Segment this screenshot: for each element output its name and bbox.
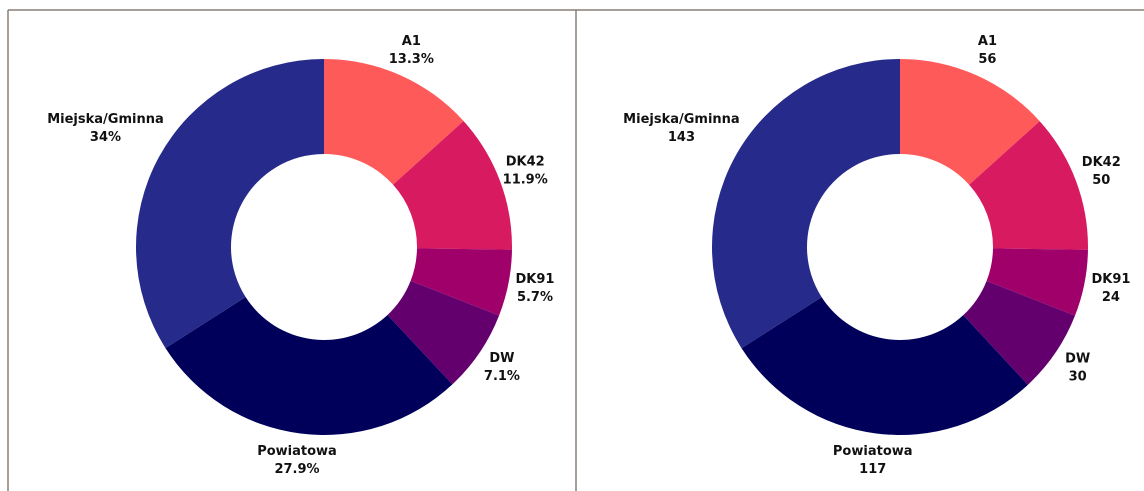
donut-slice <box>963 280 1076 385</box>
slice-label: A1 <box>978 34 997 49</box>
slice-value: 24 <box>1102 290 1120 305</box>
donut-slice <box>900 59 1040 185</box>
slice-value: 13.3% <box>389 52 434 67</box>
slice-label: DK91 <box>1091 272 1130 287</box>
slice-label: DK91 <box>516 272 555 287</box>
slice-label: A1 <box>402 34 421 49</box>
slice-value: 34% <box>90 130 121 145</box>
donut-slice <box>387 280 500 385</box>
slice-label: Powiatowa <box>833 444 913 459</box>
slice-value: 27.9% <box>274 462 319 477</box>
slice-label: Powiatowa <box>257 444 337 459</box>
slice-label: Miejska/Gminna <box>47 112 164 127</box>
donut-slice <box>711 59 900 349</box>
slice-value: 11.9% <box>503 173 548 188</box>
slice-label: DK42 <box>506 155 545 170</box>
donut-slice <box>136 59 324 349</box>
donut-slice <box>986 248 1088 316</box>
donut-slice <box>393 121 512 250</box>
donut-slice <box>741 297 1028 435</box>
slice-label: Miejska/Gminna <box>623 112 740 127</box>
slice-value: 117 <box>859 462 886 477</box>
slice-value: 30 <box>1069 370 1087 385</box>
slice-value: 143 <box>668 130 695 145</box>
slice-value: 50 <box>1092 173 1110 188</box>
donut-slice <box>165 296 453 435</box>
donut-slice <box>324 59 464 185</box>
donut-slice <box>410 248 512 316</box>
slice-label: DW <box>1065 352 1090 367</box>
donut-slice <box>969 121 1089 250</box>
slice-value: 7.1% <box>484 369 520 384</box>
slice-value: 5.7% <box>517 290 553 305</box>
slice-value: 56 <box>978 52 996 67</box>
slice-label: DW <box>489 351 514 366</box>
slice-label: DK42 <box>1082 155 1121 170</box>
